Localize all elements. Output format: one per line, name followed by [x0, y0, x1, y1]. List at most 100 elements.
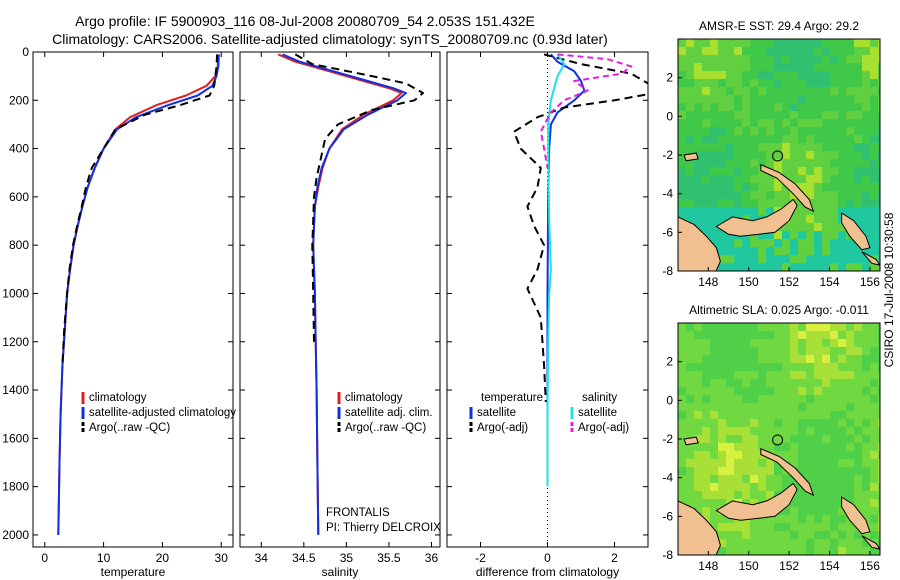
sla_map-cell [830, 531, 838, 539]
sst_map-cell [862, 191, 870, 199]
sst_map-cell [758, 127, 766, 135]
sla_map-cell [718, 419, 726, 427]
sst_map-cell [758, 231, 766, 239]
sla_map-cell [686, 339, 694, 347]
sst_map-cell [814, 143, 822, 151]
sst_map-cell [822, 71, 830, 79]
sla_map-cell [750, 363, 758, 371]
sst_map-cell [782, 119, 790, 127]
sla_map-cell [846, 387, 854, 395]
sst_map-cell [870, 103, 878, 111]
sst_map-ytick-label: 2 [666, 71, 673, 85]
sla_map-cell [870, 395, 878, 403]
sla_map-cell [798, 331, 806, 339]
sst_map-cell [822, 127, 830, 135]
sla_map-cell [846, 427, 854, 435]
sla_map-cell [694, 387, 702, 395]
sla_map-cell [854, 403, 862, 411]
sst_map-cell [750, 159, 758, 167]
sla_map-cell [750, 371, 758, 379]
sla_map-cell [790, 339, 798, 347]
sla_map-cell [814, 411, 822, 419]
sst_map-cell [854, 151, 862, 159]
sla_map-cell [830, 547, 838, 555]
sla_map-cell [718, 451, 726, 459]
sst_map-cell [678, 47, 686, 55]
sst_map-cell [678, 183, 686, 191]
sla_map-cell [846, 531, 854, 539]
sst_map-cell [774, 71, 782, 79]
sla_map-cell [814, 403, 822, 411]
sla_map-cell [838, 403, 846, 411]
sst_map-cell [710, 95, 718, 103]
sst_map-cell [718, 183, 726, 191]
sla_map-cell [750, 443, 758, 451]
sla_map-cell [766, 403, 774, 411]
sla_map-cell [830, 347, 838, 355]
sla_map-cell [782, 323, 790, 331]
sst_map-cell [718, 151, 726, 159]
sst_map-cell [870, 231, 878, 239]
sst_map-cell [718, 79, 726, 87]
sst_map-cell [854, 79, 862, 87]
sla_map-cell [750, 411, 758, 419]
sla_map-land-0 [678, 500, 721, 555]
sst_map-cell [782, 135, 790, 143]
sla_map-cell [814, 323, 822, 331]
sla_map-cell [830, 379, 838, 387]
sst_map-cell [678, 119, 686, 127]
sla_map-cell [702, 499, 710, 507]
sla_map-cell [694, 427, 702, 435]
salinity-xtick-label: 34 [255, 551, 269, 565]
sla_map-cell [758, 347, 766, 355]
sla_map-cell [846, 435, 854, 443]
sla_map-cell [798, 547, 806, 555]
sla_map-cell [814, 475, 822, 483]
sla_map-cell [758, 355, 766, 363]
sla_map-cell [750, 475, 758, 483]
sst_map-cell [830, 63, 838, 71]
sst_map-cell [862, 119, 870, 127]
sla_map-cell [846, 323, 854, 331]
sla_map-cell [702, 435, 710, 443]
sla_map-cell [846, 347, 854, 355]
temperature-series-0 [57, 54, 220, 535]
sla_map-cell [822, 339, 830, 347]
sla_map-cell [758, 531, 766, 539]
sla_map-cell [790, 403, 798, 411]
sst_map-cell [694, 191, 702, 199]
sla_map-cell [846, 379, 854, 387]
sla_map-cell [742, 379, 750, 387]
sst_map-cell [774, 55, 782, 63]
sla_map-cell [830, 499, 838, 507]
sst_map-land-3 [683, 152, 699, 162]
sla_map-cell [822, 515, 830, 523]
temperature-panel: 0 10 20 30 0 200 400 600 800 1000 1200 1400 1600 1800… [2, 45, 236, 579]
sla_map-cell [854, 347, 862, 355]
sst_map-cell [718, 191, 726, 199]
sst_map-cell [790, 87, 798, 95]
sst_map-cell [766, 87, 774, 95]
sla_map-cell [814, 387, 822, 395]
sst_map-cell [774, 119, 782, 127]
sla_map-cell [710, 419, 718, 427]
sla_map-cell [734, 547, 742, 555]
sla_map-cell [710, 483, 718, 491]
sla_map-cell [878, 435, 880, 443]
sla_map-cell [726, 483, 734, 491]
sla_map-cell [726, 339, 734, 347]
sla_map-cell [726, 355, 734, 363]
sst_map-cell [862, 39, 870, 47]
difference-xlabel: difference from climatology [476, 565, 619, 579]
sst_map-cell [822, 47, 830, 55]
sla_map-cell [862, 355, 870, 363]
sla_map-cell [766, 355, 774, 363]
sst_map-cell [734, 63, 742, 71]
sst_map-cell [686, 79, 694, 87]
sst_map-cell [686, 111, 694, 119]
sst_map-cell [774, 103, 782, 111]
sla_map-cell [742, 363, 750, 371]
sst_map-cell [758, 151, 766, 159]
sst_map-cell [718, 119, 726, 127]
sla_map-cell [878, 483, 880, 491]
